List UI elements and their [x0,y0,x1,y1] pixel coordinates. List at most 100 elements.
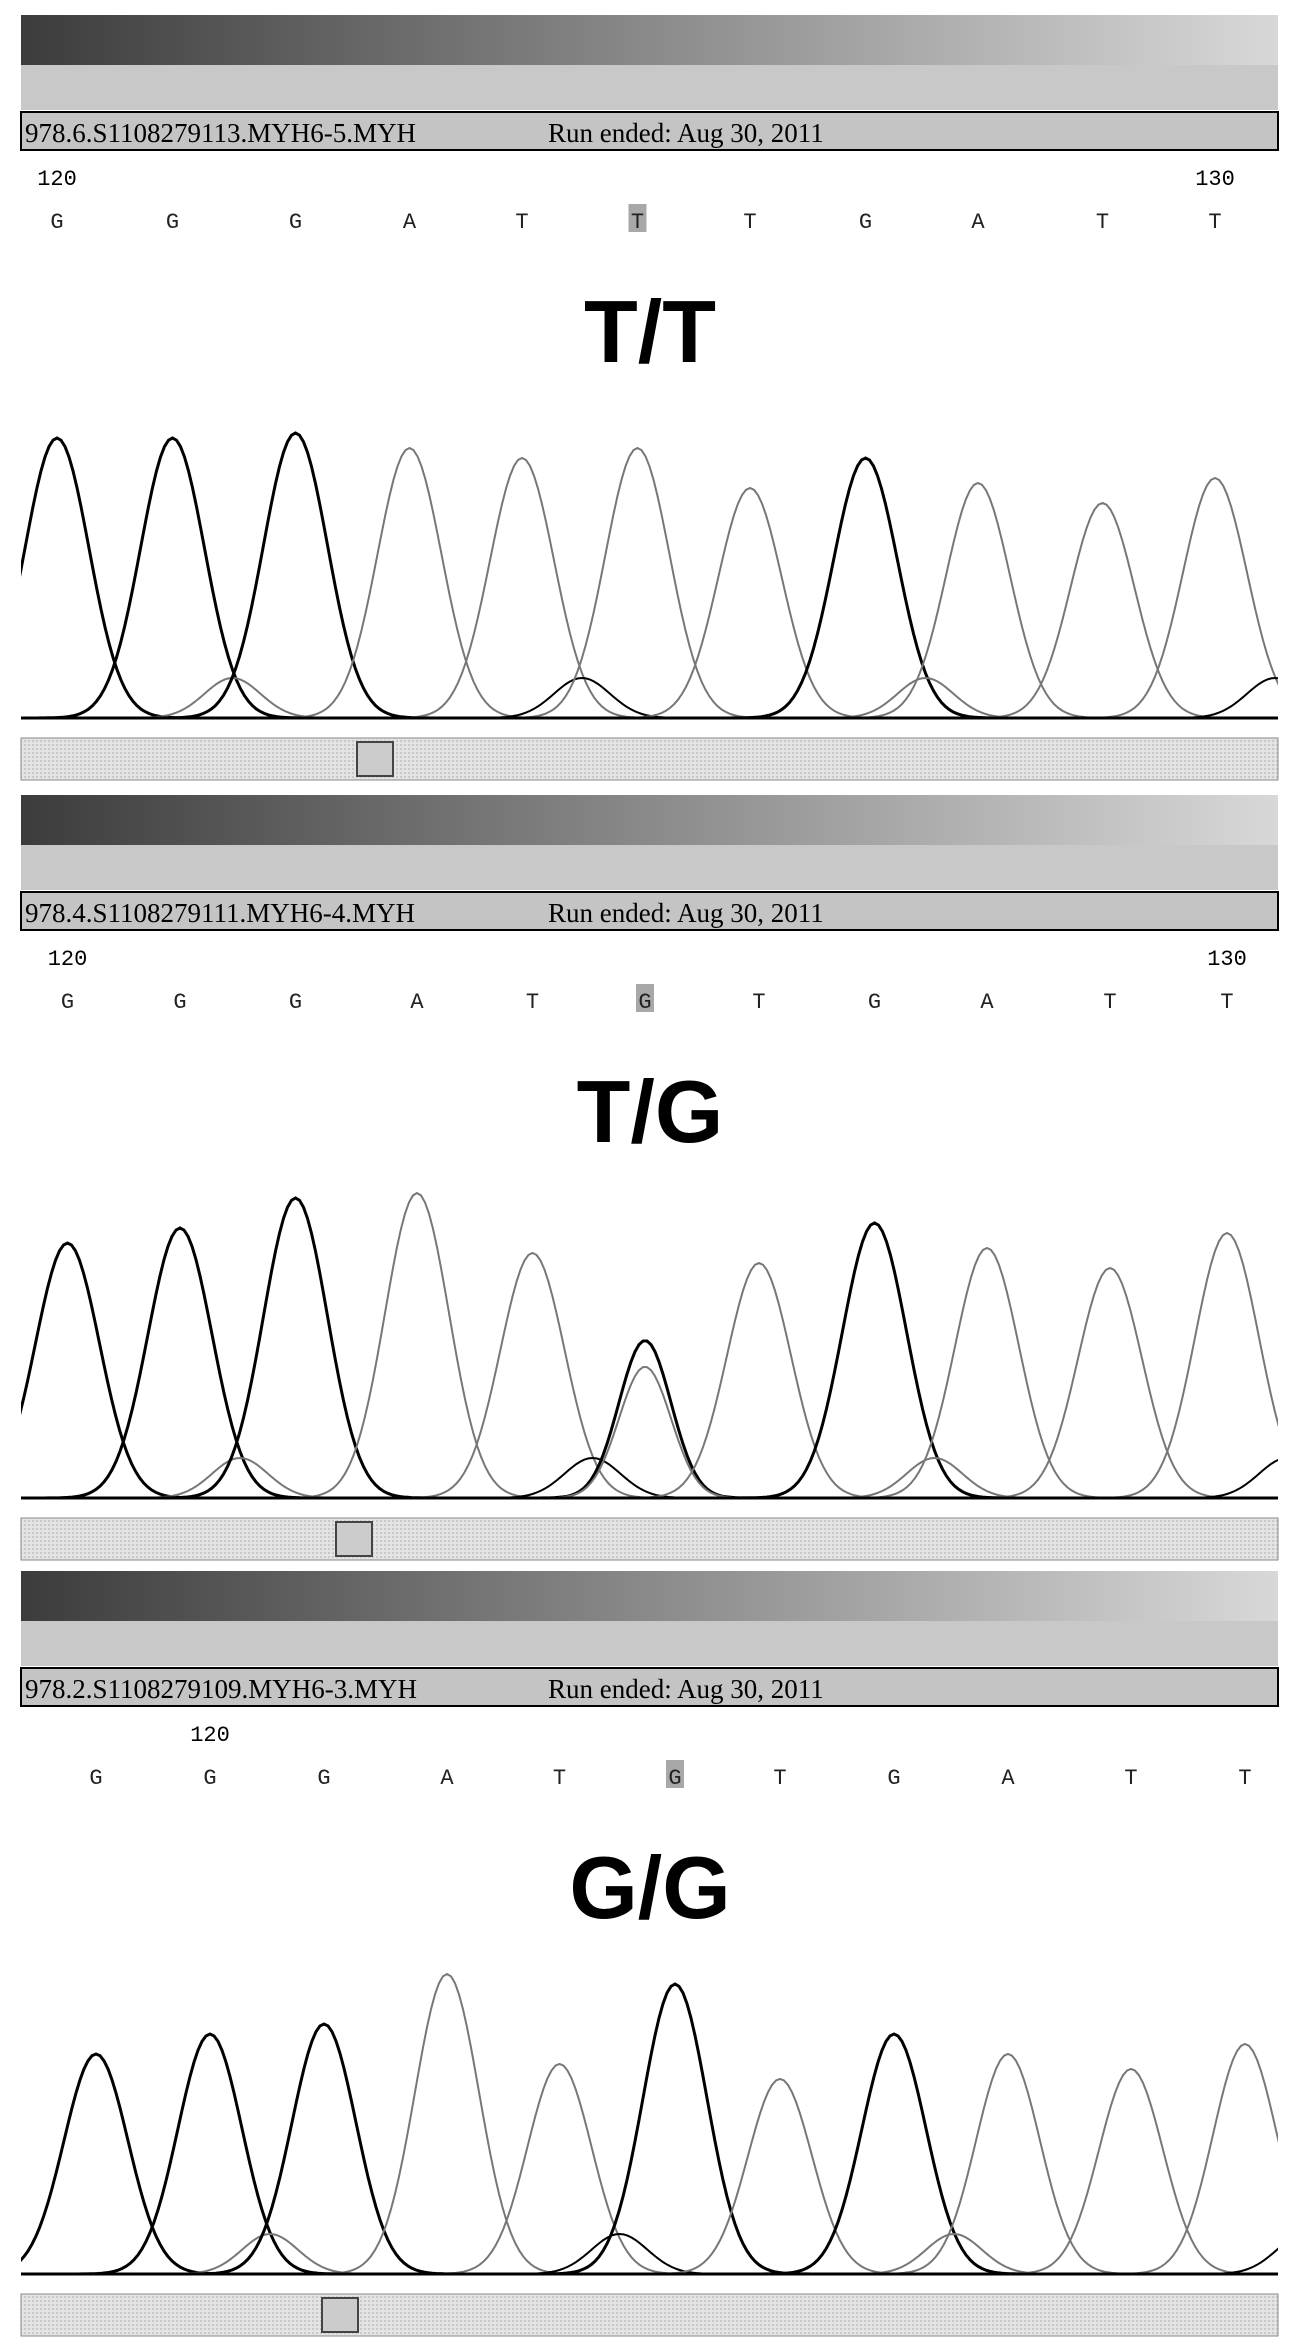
file-bar [20,1667,1279,1707]
base-call: A [1001,1766,1015,1791]
genotype-label: T/G [577,1062,724,1161]
scroll-thumb [356,741,394,777]
trace-peak [599,1261,919,1499]
trace-peak [1147,1458,1278,1499]
trace-peak [21,436,333,720]
trace-peak [827,1246,1147,1499]
base-call: T [1220,990,1233,1015]
base-call: G [50,210,63,235]
trace-peak [1135,676,1278,719]
toolbar [21,65,1278,110]
base-call: G [887,1766,900,1791]
trace-peak [135,1196,456,1500]
title-bar [21,795,1278,845]
trace-peak [21,1226,340,1500]
trace-peak [515,1982,835,2276]
run-info: Run ended: Aug 30, 2011 [548,1674,824,1704]
trace-peak [814,2232,1094,2275]
trace-peak [942,501,1263,719]
scroll-thumb [335,1521,373,1557]
trace-peak [950,1266,1270,1499]
trace-peak [515,1339,775,1500]
base-call: G [668,1766,681,1791]
base-call: A [980,990,994,1015]
trace-peak [848,2052,1168,2275]
base-call: G [317,1766,330,1791]
trace-peak [50,2032,370,2276]
scrollbar [20,737,1279,781]
trace-group [21,431,1278,720]
sequence-panel: 978.4.S1108279111.MYH6-4.MYH Run ended: A… [20,795,1279,1561]
base-call: A [971,210,985,235]
base-call: A [410,990,424,1015]
sequence-panel: 978.6.S1108279113.MYH6-5.MYH Run ended: A… [20,15,1279,781]
toolbar [21,1621,1278,1666]
trace-peak [257,1191,577,1499]
trace-peak [135,431,456,720]
trace-peak [794,1456,1075,1499]
trace-peak [590,486,910,719]
position-label: 120 [48,947,88,972]
base-call: T [631,210,644,235]
base-highlight [628,204,647,232]
trace-peak [21,2052,256,2276]
scrollbar [20,2293,1279,2337]
sequence-panel: 978.2.S1108279109.MYH6-3.MYH Run ended: A… [20,1571,1279,2337]
trace-peak [100,1456,380,1499]
trace-peak [1067,1231,1278,1499]
position-label: 130 [1195,167,1235,192]
base-call: G [289,990,302,1015]
base-call: G [89,1766,102,1791]
base-call: G [289,210,302,235]
trace-group [21,1191,1278,1500]
file-bar [20,891,1279,931]
trace-peak [287,1972,607,2275]
run-info: Run ended: Aug 30, 2011 [548,118,824,148]
run-info: Run ended: Aug 30, 2011 [548,898,824,928]
title-bar [21,1571,1278,1621]
base-call: G [638,990,651,1015]
base-call: A [403,210,417,235]
base-call: G [868,990,881,1015]
file-name: 978.6.S1108279113.MYH6-5.MYH [25,118,416,148]
genotype-label: T/T [584,282,716,381]
trace-peak [785,676,1066,719]
trace-peak [620,2077,940,2275]
title-bar [21,15,1278,65]
trace-peak [92,676,373,719]
base-highlight [666,1760,684,1788]
base-call: T [1124,1766,1137,1791]
trace-peak [1165,2247,1278,2275]
base-call: G [859,210,872,235]
base-call: G [203,1766,216,1791]
base-call: G [166,210,179,235]
trace-peak [21,1241,228,1500]
position-label: 120 [190,1723,230,1748]
trace-group [21,1972,1278,2276]
base-call: T [553,1766,566,1791]
trace-peak [164,2022,484,2276]
trace-peak [399,2062,720,2275]
base-call: T [1238,1766,1251,1791]
base-highlight [636,984,654,1012]
trace-peak [734,2032,1054,2276]
base-call: T [752,990,765,1015]
trace-peak [971,2067,1278,2275]
genotype-label: G/G [569,1838,730,1937]
base-call: T [773,1766,786,1791]
trace-peak [515,1366,775,1499]
base-call: T [515,210,528,235]
trace-peak [362,456,682,719]
base-call: T [1208,210,1221,235]
file-name: 978.2.S1108279109.MYH6-3.MYH [25,1674,417,1704]
position-label: 130 [1207,947,1247,972]
base-call: G [61,990,74,1015]
trace-peak [705,456,1026,720]
base-call: T [1096,210,1109,235]
trace-peak [372,1251,693,1499]
trace-peak [130,2232,410,2275]
trace-peak [249,446,570,719]
scrollbar [20,1517,1279,1561]
file-name: 978.4.S1108279111.MYH6-4.MYH [25,898,415,928]
